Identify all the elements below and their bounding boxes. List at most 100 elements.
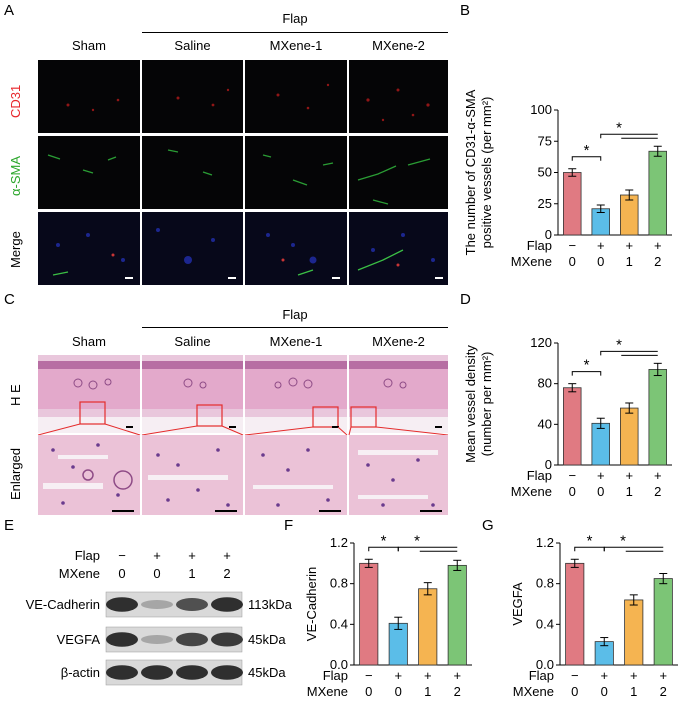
image-cd31-saline: [142, 60, 243, 133]
image-cd31-mxene1: [245, 60, 347, 133]
chart-d-ytick-label: 40: [538, 416, 552, 431]
blot-band-2-0: [106, 665, 138, 680]
chart-g-bar-0: [565, 562, 585, 666]
flap-group-line-c: [142, 327, 448, 328]
column-mxene-2-c: MXene-2: [372, 334, 425, 349]
blot-protein-2: β-actin: [61, 665, 100, 680]
chart-g-sig-star-2: *: [620, 532, 626, 549]
blot-mxene-1: 0: [153, 566, 160, 581]
row-label-merge: Merge: [8, 231, 23, 268]
flap-group-label: Flap: [282, 11, 308, 26]
chart-d-ytick-label: 80: [538, 376, 552, 391]
chart-d-sig-star-1: *: [584, 357, 590, 374]
histology-grid: [38, 355, 448, 515]
blot-protein-1: VEGFA: [57, 632, 101, 647]
chart-g-sig-bracket-2: [603, 546, 664, 552]
chart-g-ytick-label: 1.2: [536, 535, 554, 550]
chart-f-mxene-0: 0: [365, 684, 372, 699]
chart-b-ylabel: The number of CD31-α-SMApositive vessels…: [463, 89, 494, 255]
blot-size-0: 113kDa: [248, 597, 293, 612]
blot-band-0-3: [211, 597, 243, 612]
chart-g-mxene-1: 0: [601, 684, 608, 699]
image-merge-mxene2: [349, 212, 448, 285]
blot-band-1-2: [176, 632, 208, 647]
fluorescence-grid: [38, 60, 448, 285]
chart-d-flap-0: −: [568, 468, 576, 483]
chart-g-ytick-label: 0.0: [536, 657, 554, 672]
chart-g-ylabel: VEGFA: [510, 582, 525, 626]
panel-label-g: G: [482, 517, 494, 534]
chart-f-ytick-label: 0.0: [330, 657, 348, 672]
chart-f-ytick-label: 0.8: [330, 576, 348, 591]
panel-label-c: C: [4, 291, 15, 308]
chart-d-flap-3: +: [654, 468, 662, 483]
row-label-asma: α-SMA: [8, 155, 23, 196]
chart-d-mxene-3: 2: [654, 484, 661, 499]
chart-d-bar-3: [648, 369, 667, 466]
chart-f-ylabel: VE-Cadherin: [304, 567, 319, 641]
chart-g-flap-0: −: [571, 668, 579, 683]
chart-b-sig-bracket-2: [600, 133, 658, 139]
chart-d: Mean vessel density(number per mm²) 0 40 80…: [463, 335, 672, 499]
blot-band-1-0: [106, 632, 138, 647]
column-saline-c: Saline: [174, 334, 211, 349]
image-asma-saline: [142, 136, 243, 209]
blot-flap-0: −: [118, 548, 126, 563]
blot-band-2-3: [211, 665, 243, 680]
column-sham-c: Sham: [72, 334, 106, 349]
flap-group-line: [142, 32, 448, 33]
chart-f-ytick-label: 1.2: [330, 535, 348, 550]
chart-g-bar-2: [624, 599, 644, 666]
panel-label-e: E: [4, 517, 15, 534]
blot-band-2-1: [141, 665, 173, 680]
chart-g-ytick-label: 0.8: [536, 576, 554, 591]
chart-f-sig-bracket-2: [397, 546, 458, 552]
chart-g-ytick-label: 0.4: [536, 616, 554, 631]
blot-mxene-3: 2: [223, 566, 230, 581]
chart-d-sig-star-2: *: [616, 336, 622, 353]
blot-flap-1: +: [153, 548, 161, 563]
chart-f-flap-3: +: [453, 668, 461, 683]
panel-label-a: A: [4, 2, 15, 19]
chart-b-flap-3: +: [654, 238, 662, 253]
chart-b-mxene-1: 0: [597, 254, 604, 269]
blot-band-1-3: [211, 632, 243, 647]
chart-b-flap-0: −: [568, 238, 576, 253]
chart-f-sig-star-2: *: [414, 532, 420, 549]
blot-mxene-0: 0: [118, 566, 125, 581]
image-merge-saline: [142, 212, 243, 285]
panel-label-f: F: [284, 517, 294, 534]
chart-b-ytick-label: 75: [538, 133, 552, 148]
column-saline: Saline: [174, 38, 211, 53]
chart-b-mxene-2: 1: [626, 254, 633, 269]
image-asma-mxene1: [245, 136, 347, 209]
chart-f-mxene-1: 0: [395, 684, 402, 699]
blot-size-2: 45kDa: [248, 665, 286, 680]
chart-f-ytick-label: 0.4: [330, 616, 348, 631]
image-asma-sham: [38, 136, 140, 209]
chart-f-sig-star-1: *: [381, 532, 387, 549]
chart-d-bar-0: [563, 387, 582, 466]
chart-d-flap-1: +: [597, 468, 605, 483]
chart-d-bar-2: [620, 407, 639, 466]
chart-f-mxene-label: MXene: [307, 684, 348, 699]
chart-d-ylabel: Mean vessel density(number per mm²): [463, 345, 494, 463]
chart-g-bar-3: [653, 578, 673, 666]
western-blot: Flap MXene − 0 +0 +1 +2 VE-Cadherin 113kDa VEGFA 4…: [26, 548, 293, 686]
row-label-he: H E: [8, 384, 23, 406]
image-cd31-sham: [38, 60, 140, 133]
chart-f-bar-2: [418, 588, 438, 666]
blot-band-0-1: [141, 600, 173, 609]
blot-band-2-2: [176, 665, 208, 680]
chart-b-bar-3: [648, 150, 667, 236]
chart-g-sig-star-1: *: [587, 532, 593, 549]
column-sham: Sham: [72, 38, 106, 53]
chart-f-flap-2: +: [424, 668, 432, 683]
blot-band-0-2: [176, 598, 208, 611]
column-mxene-2: MXene-2: [372, 38, 425, 53]
chart-g-mxene-label: MXene: [513, 684, 554, 699]
chart-d-sig-bracket-2: [600, 350, 658, 356]
flap-group-label-c: Flap: [282, 307, 308, 322]
he-row: [38, 355, 448, 433]
